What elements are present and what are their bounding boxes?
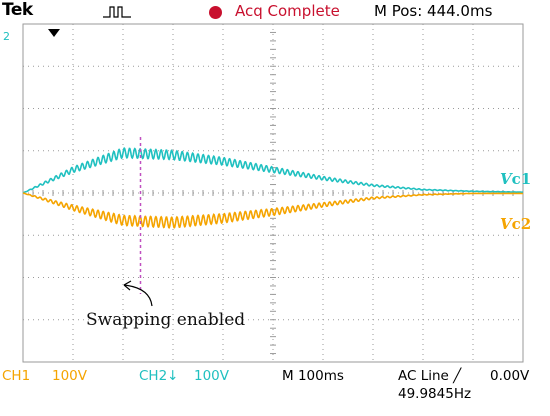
ch2-coupling-icon: ↓ <box>167 368 179 384</box>
trigger-level: 0.00V <box>490 368 530 384</box>
trigger-source: AC Line ╱ <box>398 368 462 384</box>
waveforms <box>22 137 524 307</box>
waveform-vc1 <box>22 147 523 194</box>
vc2-label: Vc2 <box>500 215 532 233</box>
main-position-readout: M Pos: 444.0ms <box>374 2 493 20</box>
acquisition-status: Acq Complete <box>235 2 340 20</box>
graticule: 2 <box>3 23 524 363</box>
swap-arrow <box>123 284 153 307</box>
vc1-label: Vc1 <box>500 170 532 188</box>
frequency-readout: 49.9845Hz <box>398 386 472 402</box>
swap-arrow-head <box>123 280 132 291</box>
ch2-label: CH2↓ <box>139 368 179 384</box>
ch2-scale: 100V <box>194 368 230 384</box>
run-status-icon <box>209 6 222 19</box>
ch1-label: CH1 <box>2 368 31 384</box>
timebase-readout: M 100ms <box>282 368 344 384</box>
ch1-scale: 100V <box>52 368 88 384</box>
swap-annotation: Swapping enabled <box>86 310 246 330</box>
trigger-type-icon <box>103 6 131 18</box>
ch2-ref-marker: 2 <box>3 30 10 43</box>
trigger-position-marker <box>48 29 60 37</box>
waveform-vc2 <box>22 192 524 229</box>
brand-logo: Tek <box>2 0 33 20</box>
rising-edge-icon: ╱ <box>453 368 462 384</box>
